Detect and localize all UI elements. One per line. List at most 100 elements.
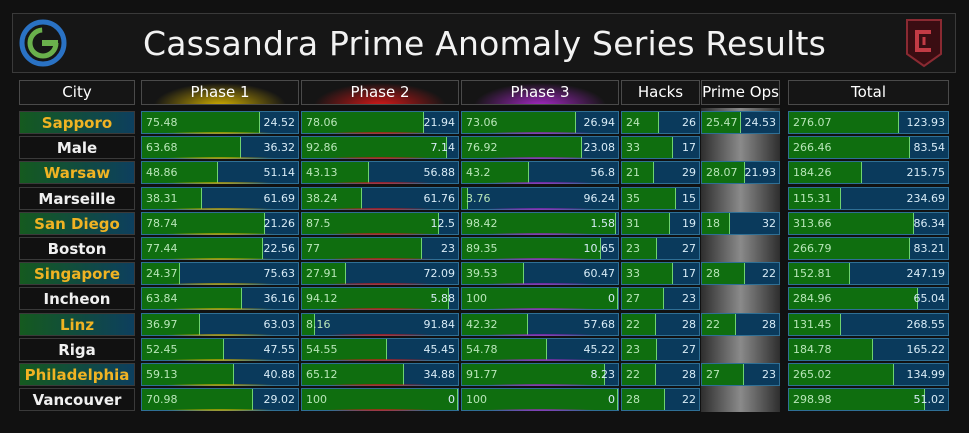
hacks-win-fill	[622, 112, 659, 133]
p1-bar: 24.37 75.63	[141, 262, 299, 285]
total-away-value: 215.75	[906, 166, 946, 179]
p2-bar: 87.5 12.5	[301, 212, 459, 235]
total-home-value: 265.02	[793, 368, 832, 381]
total-win-fill	[789, 339, 873, 360]
p3-accent-line	[461, 384, 619, 386]
hacks-bar: 23 27	[621, 338, 700, 361]
total-win-fill	[789, 364, 894, 385]
hacks-home-value: 27	[626, 292, 640, 305]
p2-home-value: 38.24	[306, 192, 338, 205]
p2-away-value: 5.88	[430, 292, 456, 305]
p1-bar: 36.97 63.03	[141, 313, 299, 336]
hacks-home-value: 33	[626, 141, 640, 154]
ops-home-value: 27	[706, 368, 720, 381]
p3-accent-line	[461, 233, 619, 235]
p2-accent-line	[301, 132, 459, 134]
cassandra-emblem-icon	[906, 19, 942, 68]
p2-bar: 65.12 34.88	[301, 363, 459, 386]
p1-away-value: 75.63	[263, 267, 296, 280]
total-bar: 276.07 123.93	[788, 111, 949, 134]
p2-win-fill	[302, 389, 458, 410]
p3-bar: 89.35 10.65	[461, 237, 619, 260]
p2-win-fill	[302, 263, 346, 284]
p2-bar: 54.55 45.45	[301, 338, 459, 361]
p3-home-value: 89.35	[466, 242, 498, 255]
p2-bar: 38.24 61.76	[301, 187, 459, 210]
p3-bar: 73.06 26.94	[461, 111, 619, 134]
p3-away-value: 0	[608, 292, 615, 305]
hacks-home-value: 23	[626, 242, 640, 255]
hacks-home-value: 24	[626, 116, 640, 129]
p1-away-value: 24.52	[263, 116, 296, 129]
total-bar: 298.98 51.02	[788, 388, 949, 411]
p3-win-fill	[462, 389, 618, 410]
p1-home-value: 24.37	[146, 267, 178, 280]
total-home-value: 115.31	[793, 192, 832, 205]
p1-win-fill	[142, 162, 218, 183]
ops-away-value: 23	[762, 368, 776, 381]
p1-home-value: 59.13	[146, 368, 178, 381]
ops-win-fill	[702, 112, 741, 133]
p3-home-value: 42.32	[466, 318, 498, 331]
city-name: San Diego	[19, 212, 135, 235]
column-header-phase-1: Phase 1	[141, 80, 299, 105]
p1-away-value: 40.88	[263, 368, 296, 381]
hacks-bar: 24 26	[621, 111, 700, 134]
hacks-bar: 33 17	[621, 262, 700, 285]
p3-accent-line	[461, 182, 619, 184]
total-home-value: 184.26	[793, 166, 832, 179]
total-away-value: 65.04	[913, 292, 946, 305]
hacks-win-fill	[622, 238, 657, 259]
p1-bar: 77.44 22.56	[141, 237, 299, 260]
p1-away-value: 36.32	[263, 141, 296, 154]
p1-bar: 78.74 21.26	[141, 212, 299, 235]
p3-bar: 3.76 96.24	[461, 187, 619, 210]
p3-accent-line	[461, 258, 619, 260]
hacks-bar: 31 19	[621, 212, 700, 235]
p3-accent-line	[461, 359, 619, 361]
p2-bar: 92.86 7.14	[301, 136, 459, 159]
p1-accent-line	[141, 308, 299, 310]
p3-bar: 100 0	[461, 388, 619, 411]
p1-win-fill	[142, 188, 202, 209]
p1-accent-line	[141, 157, 299, 159]
hacks-away-value: 15	[682, 192, 696, 205]
p2-bar: 78.06 21.94	[301, 111, 459, 134]
hacks-away-value: 26	[682, 116, 696, 129]
p1-bar: 63.68 36.32	[141, 136, 299, 159]
ops-away-value: 32	[762, 217, 776, 230]
p3-win-fill	[462, 288, 618, 309]
p3-accent-line	[461, 334, 619, 336]
p3-away-value: 0	[608, 393, 615, 406]
p1-accent-line	[141, 132, 299, 134]
ops-bar: 28 22	[701, 262, 780, 285]
p3-win-fill	[462, 162, 529, 183]
hacks-home-value: 28	[626, 393, 640, 406]
p2-win-fill	[302, 314, 315, 335]
p3-win-fill	[462, 364, 605, 385]
total-win-fill	[789, 112, 899, 133]
city-name: Warsaw	[19, 161, 135, 184]
p2-accent-line	[301, 384, 459, 386]
hacks-win-fill	[622, 288, 664, 309]
ops-home-value: 25.47	[706, 116, 738, 129]
p3-bar: 98.42 1.58	[461, 212, 619, 235]
total-win-fill	[789, 263, 850, 284]
hacks-home-value: 22	[626, 368, 640, 381]
ops-away-value: 24.53	[744, 116, 777, 129]
hacks-away-value: 17	[682, 141, 696, 154]
p3-bar: 39.53 60.47	[461, 262, 619, 285]
p2-win-fill	[302, 364, 404, 385]
city-name: Philadelphia	[19, 363, 135, 386]
total-away-value: 247.19	[906, 267, 946, 280]
p1-win-fill	[142, 213, 265, 234]
p3-home-value: 100	[466, 292, 487, 305]
p2-win-fill	[302, 339, 387, 360]
p1-bar: 52.45 47.55	[141, 338, 299, 361]
ops-bar: 18 32	[701, 212, 780, 235]
p2-home-value: 43.13	[306, 166, 338, 179]
total-bar: 184.26 215.75	[788, 161, 949, 184]
ops-win-fill	[702, 263, 745, 284]
city-name: Riga	[19, 338, 135, 361]
p3-win-fill	[462, 112, 576, 133]
